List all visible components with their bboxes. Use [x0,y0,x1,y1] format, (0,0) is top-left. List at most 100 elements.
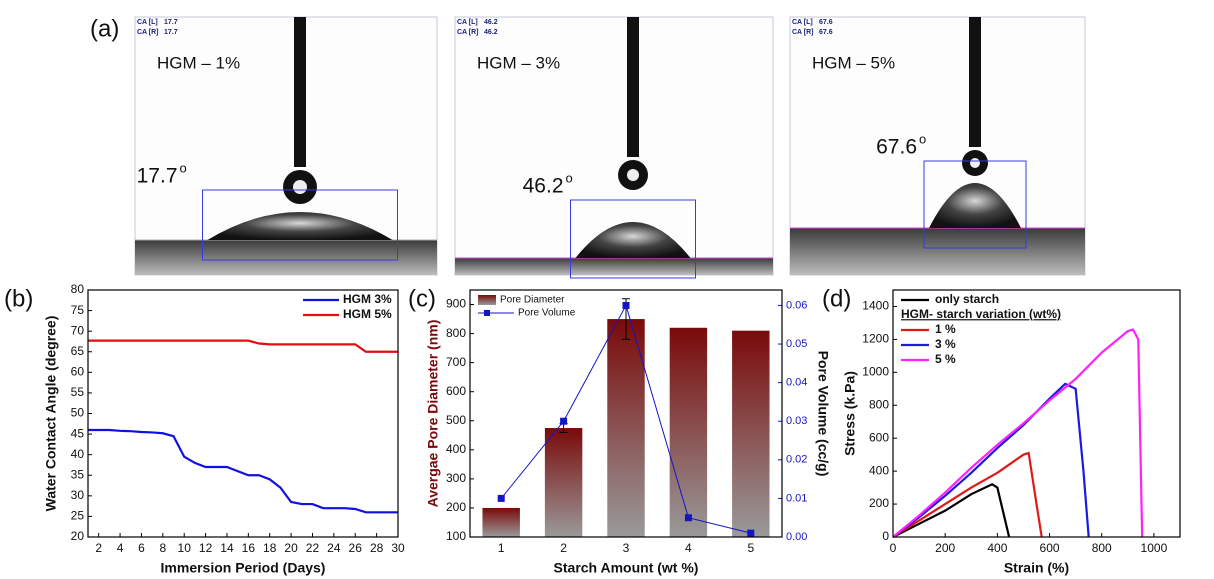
series-line [892,483,1011,538]
sessile-drop [575,222,691,258]
x-tick-label: 800 [1092,541,1112,555]
y-tick-label: 40 [71,447,85,461]
substrate [135,240,437,275]
x-tick-label: 4 [117,541,124,555]
plot-frame [892,289,1181,538]
y2-tick-label: 0.06 [786,299,807,311]
x-tick-label: 2 [560,541,567,555]
legend-label: only starch [935,292,999,306]
sessile-drop [207,212,393,240]
y-tick-label: 60 [71,365,85,379]
y-tick-label: 25 [71,509,85,523]
panel-label: (b) [4,285,33,312]
panel-label: (a) [90,15,119,42]
y-tick-label: 600 [446,384,466,398]
y-tick-label: 100 [446,529,466,543]
y-tick-label: 900 [446,297,466,311]
y2-tick-label: 0.05 [786,338,807,350]
panel-label: (c) [408,285,436,312]
x-tick-label: 30 [391,541,405,555]
marker [622,301,630,309]
ca-readout: 46.2 [484,19,498,26]
legend-label: Pore Volume [518,308,576,319]
x-tick-label: 14 [220,541,234,555]
ca-readout: 67.6 [819,29,833,36]
y-axis-title: Water Contact Angle (degree) [43,316,59,512]
y2-axis-title: Pore Volume (cc/g) [815,351,831,477]
x-tick-label: 28 [370,541,384,555]
series-line [892,328,1144,538]
panel-label: (d) [822,285,851,312]
needle [969,17,981,147]
x-tick-label: 200 [935,541,955,555]
y-tick-label: 400 [869,463,889,477]
angle-label: 67.6 [876,136,917,159]
y2-tick-label: 0.01 [786,492,807,504]
y-tick-label: 35 [71,467,85,481]
x-tick-label: 16 [242,541,256,555]
bar [607,319,645,537]
fit-box [202,189,398,261]
x-tick-label: 1 [498,541,505,555]
y-tick-label: 20 [71,529,85,543]
y-tick-label: 65 [71,344,85,358]
series-line [88,428,398,514]
y-tick-label: 500 [446,413,466,427]
legend-label: 1 % [935,322,956,336]
fit-box [570,199,696,279]
x-tick-label: 2 [95,541,102,555]
legend-swatch [478,295,496,305]
ca-readout: 17.7 [164,29,178,36]
series-line [892,451,1043,538]
y-tick-label: 1400 [862,299,889,313]
needle [294,17,306,167]
y-tick-label: 700 [446,355,466,369]
substrate [455,258,773,275]
y-axis-title: Stress (k.Pa) [842,371,858,456]
drop-highlight [627,169,639,181]
ca-readout: CA [L] [137,19,158,26]
y-tick-label: 80 [71,282,85,296]
y-tick-label: 1200 [862,332,889,346]
ca-readout: 46.2 [484,29,498,36]
angle-label: 17.7 [137,165,178,188]
y-tick-label: 30 [71,488,85,502]
marker [497,494,505,502]
image-title: HGM – 5% [812,53,895,72]
bar [669,327,708,537]
marker [747,529,755,537]
series-line [892,382,1090,538]
legend-label: HGM 3% [343,292,392,306]
ca-readout: 67.6 [819,19,833,26]
y2-tick-label: 0.02 [786,454,807,466]
plot-frame [469,289,783,538]
x-tick-label: 8 [159,541,166,555]
x-tick-label: 26 [349,541,363,555]
bar [732,330,770,537]
y-tick-label: 50 [71,406,85,420]
legend-label: Pore Diameter [500,295,565,306]
x-tick-label: 20 [284,541,298,555]
y2-tick-label: 0.00 [786,531,807,543]
y-tick-label: 800 [446,326,466,340]
legend-label: 3 % [935,337,956,351]
y-tick-label: 1000 [862,365,889,379]
drop-highlight [970,158,980,168]
y2-tick-label: 0.03 [786,415,807,427]
x-tick-label: 10 [178,541,192,555]
drop-highlight [293,180,307,194]
x-tick-label: 4 [685,541,692,555]
x-tick-label: 12 [199,541,213,555]
bar [482,507,520,537]
y-tick-label: 0 [882,529,889,543]
x-tick-label: 22 [306,541,320,555]
ca-readout: 17.7 [164,19,178,26]
x-tick-label: 1000 [1141,541,1168,555]
x-axis-title: Immersion Period (Days) [161,560,326,576]
y-axis-title: Avergae Pore Diameter (nm) [425,320,441,508]
angle-label: 46.2 [523,175,564,198]
ca-readout: CA [R] [137,29,159,36]
ca-readout: CA [L] [792,19,813,26]
x-tick-label: 3 [623,541,630,555]
